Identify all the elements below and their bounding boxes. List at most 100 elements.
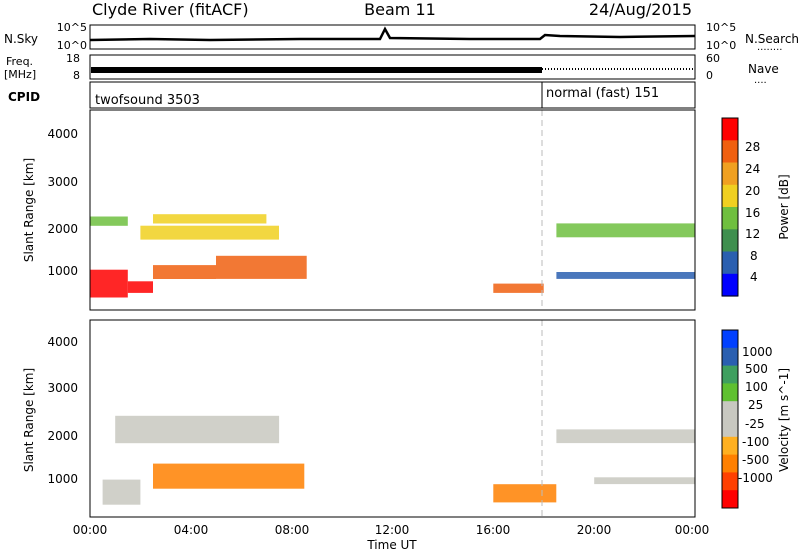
power-ytick-2000: 2000 [47,222,78,236]
power-panel: 4000 3000 2000 1000 Slant Range [km] [22,109,696,311]
power-band-4 [140,225,279,240]
velocity-band-2 [115,415,280,444]
velocity-ytick-2000: 2000 [47,429,78,443]
power-cbar-block-4 [722,207,738,230]
freq-right-tick-top: 60 [706,52,720,65]
freq-right-label: Nave [748,62,779,76]
velocity-cbar-tick-1000: 1000 [742,345,773,359]
freq-band-twofsound [91,67,542,73]
velocity-ylabel: Slant Range [km] [22,368,36,472]
power-cbar-block-3 [722,184,738,208]
xtick-0400: 04:00 [174,523,209,537]
noise-right-tick-bottom: 10^0 [706,39,736,52]
power-colorbar-blocks [722,118,738,297]
velocity-cbar-block-8 [722,472,738,491]
velocity-cbar-tick-500: 500 [745,362,768,376]
velocity-cbar-block-1 [722,347,738,367]
xtick-0800: 08:00 [275,523,310,537]
velocity-cbar-block-7 [722,454,738,473]
power-cbar-tick-4: 4 [750,270,758,284]
xtick-0000: 00:00 [73,523,108,537]
xtick-2400: 00:00 [675,523,710,537]
freq-right-legend: .... [754,75,767,86]
velocity-cbar-block-5 [722,419,738,438]
noise-right-legend: ........ [757,42,782,53]
velocity-colorbar-label: Velocity [m s^-1] [777,368,791,472]
power-band-9 [556,272,695,279]
power-band-3 [216,255,307,279]
power-colorbar-frame [721,117,739,297]
power-colorbar: 28 24 20 16 12 8 4 Power [dB] [721,117,791,297]
velocity-cbar-tick-m1000: -1000 [738,471,773,485]
power-panel-frame [89,109,696,311]
freq-left-label-2: [MHz] [4,68,36,81]
noise-right-label: N.Search [745,32,799,46]
velocity-band-3 [493,484,557,503]
freq-left-label-1: Freq. [6,55,33,68]
velocity-cbar-tick-m100: -100 [742,435,769,449]
velocity-colorbar-frame [721,329,739,509]
noise-right-tick-top: 10^5 [706,21,736,34]
freq-left-tick-bottom: 8 [73,69,80,82]
power-data-layer [90,214,695,298]
power-band-1 [127,281,153,293]
velocity-cbar-tick-25: 25 [748,398,763,412]
x-axis-label: Time UT [366,538,417,552]
x-axis: 00:00 04:00 08:00 12:00 16:00 20:00 00:0… [73,523,710,552]
velocity-band-1 [153,463,305,489]
freq-panel-frame [89,54,696,80]
xtick-1600: 16:00 [476,523,511,537]
velocity-data-layer [102,415,695,505]
power-ytick-1000: 1000 [47,264,78,278]
power-cbar-tick-8: 8 [750,249,758,263]
velocity-colorbar-blocks [722,330,738,509]
power-band-2 [153,265,216,279]
noise-left-label: N.Sky [4,32,38,46]
velocity-band-0 [102,479,141,505]
velocity-panel-frame [89,319,696,518]
xtick-2000: 20:00 [577,523,612,537]
power-band-8 [556,223,695,238]
power-cbar-block-5 [722,229,738,253]
velocity-yticks: 4000 3000 2000 1000 [47,335,78,486]
station-title: Clyde River (fitACF) [92,0,249,19]
noise-left-tick-bottom: 10^0 [57,39,87,52]
beam-title: Beam 11 [364,0,436,19]
power-ytick-3000: 3000 [47,175,78,189]
velocity-cbar-block-0 [722,330,738,349]
power-cbar-tick-28: 28 [745,140,760,154]
cpid-segment-1: twofsound 3503 [95,93,200,108]
velocity-cbar-block-9 [722,490,738,509]
velocity-cbar-block-3 [722,383,738,402]
velocity-panel: 4000 3000 2000 1000 Slant Range [km] [22,319,696,518]
power-cbar-tick-20: 20 [745,184,760,198]
power-cbar-tick-16: 16 [745,206,760,220]
velocity-ytick-3000: 3000 [47,381,78,395]
power-cbar-tick-24: 24 [745,162,760,176]
velocity-ytick-1000: 1000 [47,472,78,486]
cpid-panel-frame [89,81,696,109]
power-ytick-4000: 4000 [47,127,78,141]
power-band-0 [90,269,128,298]
freq-right-tick-bottom: 0 [706,69,713,82]
velocity-cbar-block-4 [722,401,738,420]
cpid-segment-2: normal (fast) 151 [546,86,659,101]
velocity-band-4 [556,429,695,444]
xtick-1200: 12:00 [375,523,410,537]
power-cbar-block-2 [722,162,738,186]
freq-left-tick-top: 18 [66,52,80,65]
cpid-label: CPID [8,90,40,104]
velocity-cbar-tick-m25: -25 [745,417,765,431]
power-cbar-block-1 [722,140,738,164]
power-band-6 [90,216,128,226]
velocity-cbar-tick-m500: -500 [742,453,769,467]
power-cbar-block-6 [722,251,738,275]
velocity-colorbar: 1000 500 100 25 -25 -100 -500 -1000 Velo… [721,329,791,509]
velocity-cbar-block-6 [722,436,738,456]
noise-left-tick-top: 10^5 [57,21,87,34]
power-ylabel: Slant Range [km] [22,158,36,262]
velocity-band-5 [594,477,695,485]
noise-sky-trace [89,26,696,42]
velocity-cbar-block-2 [722,365,738,384]
